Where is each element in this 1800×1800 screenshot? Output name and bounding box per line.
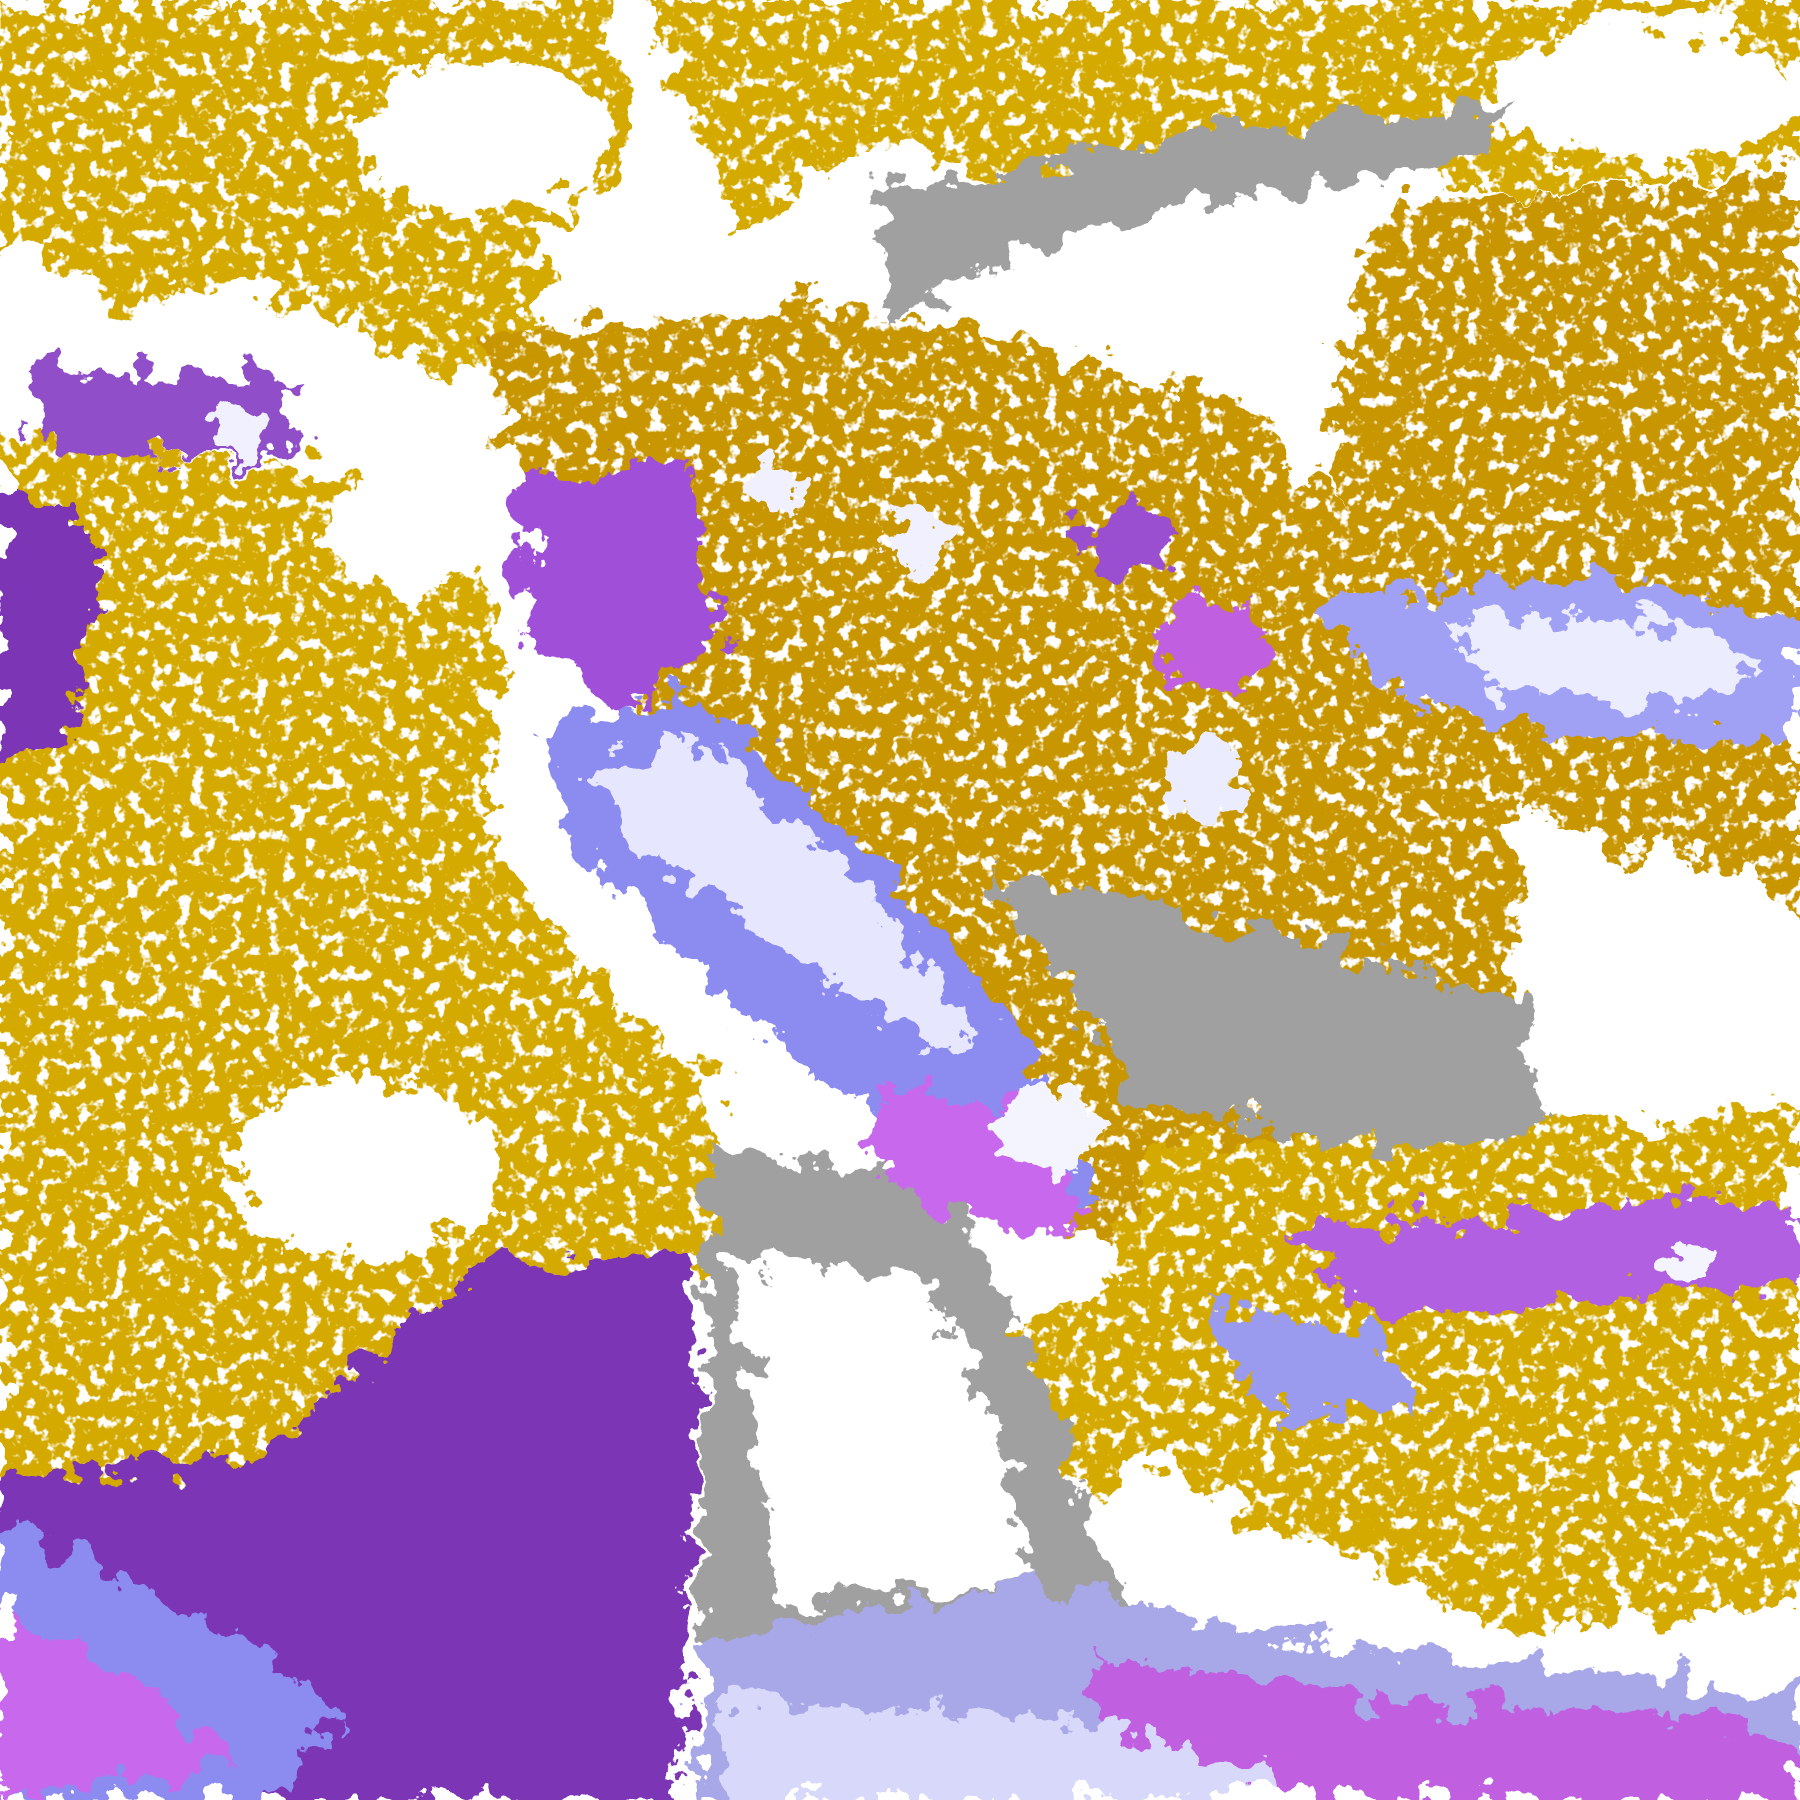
clear-area [332,459,494,597]
small-cloud-cells [212,409,1711,1280]
bottom-cloud-band [0,1515,1800,1800]
clear-area [1515,849,1800,1125]
gray-cloud-layer [700,103,1550,1722]
cloud-cell [1159,596,1275,689]
cloud-region [516,459,724,712]
clear-areas [229,22,1800,1263]
clear-area [1480,22,1800,161]
cloud-cell [212,409,270,452]
clear-area [355,57,609,219]
cloud-cell [1170,734,1240,827]
cloud-region [1205,1308,1424,1412]
cloud-region [0,482,104,758]
cloud-region [1090,1653,1800,1800]
cloud-cell [883,510,953,569]
cloud-region [872,1079,1091,1240]
cloud-region [992,1090,1097,1171]
clear-area [734,1262,1034,1608]
cloud-cell [1653,1245,1711,1280]
cloud-region [1285,1193,1800,1321]
cloud-cell [1079,505,1171,574]
cloud-region [872,103,1516,322]
clear-area [229,1079,506,1263]
cloud-region [987,872,1550,1148]
cloud-region [0,1607,230,1800]
cloud-region [1446,619,1768,712]
cloud-cell [740,459,798,506]
high-cloud-band [539,573,1800,1412]
cloud-region [711,1698,1263,1800]
cloud-region [585,746,988,1057]
